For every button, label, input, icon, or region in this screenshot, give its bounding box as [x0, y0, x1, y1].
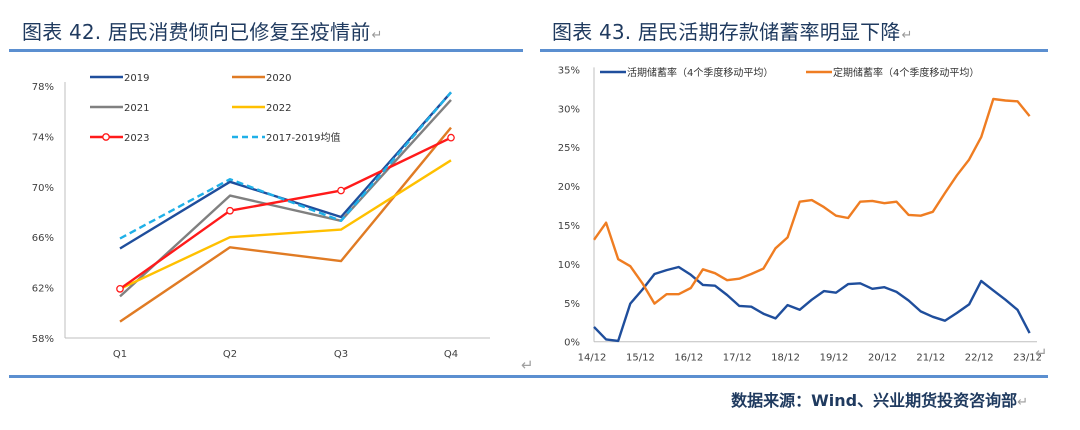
y-tick-label: 74%: [32, 132, 54, 143]
paragraph-mark-icon: ↵: [371, 28, 383, 43]
legend-label: 定期储蓄率（4个季度移动平均）: [833, 66, 979, 79]
legend-label: 2022: [266, 103, 291, 114]
y-tick-label: 20%: [558, 182, 580, 193]
y-tick-label: 70%: [32, 183, 54, 194]
legend-label: 2019: [124, 73, 149, 84]
x-tick-label: 16/12: [674, 353, 703, 364]
y-tick-label: 30%: [558, 104, 580, 115]
y-tick-label: 25%: [558, 143, 580, 154]
x-tick-label: 23/12: [1013, 353, 1042, 364]
paragraph-mark-icon: ↵: [901, 28, 913, 43]
x-tick-label: Q2: [223, 349, 237, 360]
figure-title-left: 图表 42. 居民消费倾向已修复至疫情前↵: [22, 16, 383, 45]
series-line-demand-savings: [593, 265, 1031, 343]
x-tick-label: Q4: [444, 349, 458, 360]
legend-label: 2023: [124, 133, 149, 144]
series-line-2021: [119, 99, 452, 298]
x-tick-label: 20/12: [868, 353, 897, 364]
data-source-note: 数据来源：Wind、兴业期货投资咨询部↵: [731, 387, 1028, 411]
savings-rate-chart: 0% 5% 10% 15% 20% 25% 30% 35% 14/12 15/12 16/12 17/…: [558, 65, 1042, 363]
data-point-2023: [116, 285, 124, 293]
y-tick-label: 58%: [32, 334, 54, 345]
series-line-2019: [119, 91, 452, 250]
x-tick-label: Q1: [113, 349, 127, 360]
y-tick-label: 35%: [558, 65, 580, 76]
y-tick-label: 5%: [564, 299, 580, 310]
figure-title-left-text: 图表 42. 居民消费倾向已修复至疫情前: [22, 20, 371, 44]
x-tick-label: 19/12: [820, 353, 849, 364]
legend-label: 2017-2019均值: [266, 131, 341, 144]
consumption-propensity-chart: 58% 62% 66% 70% 74% 78% Q1 Q2 Q3 Q4 2019 2020 2021 20…: [32, 73, 490, 360]
y-tick-label: 0%: [564, 338, 580, 349]
paragraph-mark-icon: ↵: [1035, 344, 1048, 362]
legend-label: 活期储蓄率（4个季度移动平均）: [627, 66, 773, 79]
legend-label: 2020: [266, 73, 291, 84]
x-tick-label: 21/12: [916, 353, 945, 364]
figure-title-right: 图表 43. 居民活期存款储蓄率明显下降↵: [552, 16, 913, 45]
paragraph-mark-icon: ↵: [1017, 395, 1028, 410]
legend-marker: [102, 133, 110, 141]
x-tick-label: 22/12: [965, 353, 994, 364]
series-line-2023: [119, 136, 452, 290]
y-tick-label: 66%: [32, 233, 54, 244]
data-point-2023: [226, 206, 234, 215]
title-underline-right: [540, 49, 1048, 52]
y-tick-label: 15%: [558, 221, 580, 232]
y-tick-label: 10%: [558, 260, 580, 271]
data-point-2023: [447, 133, 455, 142]
data-source-text: 数据来源：Wind、兴业期货投资咨询部: [731, 391, 1018, 410]
legend-label: 2021: [124, 103, 149, 114]
x-tick-label: 18/12: [771, 353, 800, 364]
y-tick-label: 62%: [32, 284, 54, 295]
x-tick-label: 17/12: [723, 353, 752, 364]
bottom-rule: [9, 375, 1048, 378]
title-underline-left: [9, 49, 523, 52]
figure-title-right-text: 图表 43. 居民活期存款储蓄率明显下降: [552, 20, 901, 44]
series-line-2020: [119, 126, 452, 323]
x-tick-label: 14/12: [578, 353, 607, 364]
y-tick-label: 78%: [32, 82, 54, 93]
series-line-2017-2019均值: [119, 91, 452, 240]
series-line-time-savings: [593, 97, 1031, 305]
x-tick-label: Q3: [334, 349, 348, 360]
data-point-2023: [337, 186, 345, 195]
paragraph-mark-icon: ↵: [521, 356, 534, 374]
x-tick-label: 15/12: [626, 353, 655, 364]
series-line-2022: [119, 159, 452, 290]
